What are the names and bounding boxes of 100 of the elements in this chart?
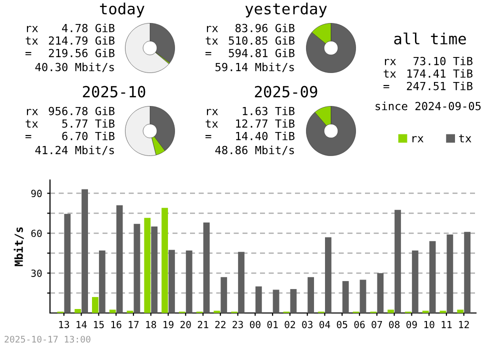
- text: rx: [206, 26, 218, 32]
- bar: [151, 226, 158, 313]
- bar: [116, 205, 123, 313]
- bar: [412, 250, 418, 313]
- text: rx: [26, 108, 38, 116]
- x-tick-label: 06: [354, 320, 365, 328]
- text: rx: [26, 26, 38, 32]
- y-tick-label: 30: [31, 270, 42, 277]
- bar: [325, 237, 332, 313]
- x-tick-label: 07: [372, 320, 382, 328]
- text: 6.70 TiB: [62, 132, 114, 140]
- text: 73.10 TiB: [414, 56, 472, 66]
- x-tick-label: 09: [406, 320, 417, 328]
- bar: [109, 310, 116, 313]
- text: 219.56 GiB: [48, 48, 114, 58]
- x-tick-label: 14: [76, 320, 87, 328]
- text: =: [205, 135, 212, 138]
- text: 41.24 Mbit/s: [35, 146, 114, 156]
- x-tick-label: 04: [320, 320, 330, 328]
- text: 214.79 GiB: [48, 36, 114, 45]
- bar: [162, 208, 168, 313]
- text: tx: [384, 70, 396, 78]
- text: 174.41 TiB: [407, 69, 472, 78]
- x-tick-label: 05: [336, 320, 348, 328]
- x-tick-label: 03: [302, 320, 312, 328]
- bar: [457, 310, 464, 313]
- bar: [394, 210, 401, 313]
- chart-title: today: [100, 2, 144, 18]
- bar: [272, 290, 280, 313]
- bar: [308, 277, 314, 313]
- bar: [144, 218, 151, 313]
- chart-title: 2025-09: [254, 86, 318, 98]
- bar: [82, 189, 88, 313]
- text: tx: [206, 36, 218, 45]
- bar: [388, 310, 394, 313]
- text: 59.14 Mbit/s: [216, 62, 294, 72]
- bar: [74, 309, 82, 313]
- text: =: [383, 85, 390, 88]
- legend-label: tx: [459, 134, 472, 142]
- bar: [186, 250, 192, 313]
- bar: [429, 241, 436, 313]
- chart-title: yesterday: [245, 2, 327, 18]
- x-tick-label: 10: [424, 320, 434, 328]
- text: all time: [394, 32, 466, 44]
- text: 1.63 TiB: [242, 106, 294, 116]
- text: 14.40 TiB: [236, 132, 294, 140]
- text: 12.77 TiB: [236, 119, 294, 128]
- text: 2025-10-17 13:00: [4, 336, 90, 343]
- bar: [168, 250, 175, 313]
- x-tick-label: 00: [250, 320, 260, 328]
- text: tx: [206, 120, 218, 128]
- text: 247.51 TiB: [406, 82, 472, 90]
- y-tick-label: 90: [31, 190, 42, 198]
- y-axis-title: Mbit/s: [14, 227, 24, 266]
- text: 40.30 Mbit/s: [35, 62, 114, 72]
- text: 5.77 TiB: [62, 119, 114, 128]
- x-tick-label: 22: [215, 320, 226, 328]
- x-tick-label: 02: [284, 320, 295, 328]
- bar: [290, 289, 297, 313]
- text: =: [25, 52, 32, 56]
- donut-slice: [306, 106, 356, 156]
- x-tick-label: 08: [389, 320, 400, 328]
- donut-slice: [306, 23, 356, 73]
- x-tick-label: 23: [232, 320, 243, 328]
- x-tick-label: 13: [59, 320, 70, 328]
- text: 956.78 GiB: [48, 106, 114, 116]
- legend-label: rx: [412, 136, 424, 142]
- bar: [464, 232, 471, 313]
- bar: [377, 273, 384, 313]
- text: =: [205, 52, 212, 56]
- text: tx: [26, 120, 38, 128]
- x-tick-label: 19: [164, 320, 174, 328]
- bar: [98, 250, 106, 313]
- x-tick-label: 20: [180, 320, 191, 328]
- bar: [342, 281, 349, 313]
- bar: [92, 297, 98, 313]
- text: since 2024-09-05: [376, 102, 481, 110]
- x-tick-label: 16: [111, 320, 122, 328]
- x-tick-label: 18: [146, 320, 156, 328]
- text: 83.96 GiB: [236, 24, 294, 32]
- bar: [64, 214, 71, 313]
- x-tick-label: 12: [459, 320, 469, 328]
- text: tx: [26, 36, 38, 45]
- bar: [203, 222, 210, 313]
- bar: [134, 224, 140, 313]
- text: =: [25, 135, 32, 138]
- bar: [255, 286, 262, 313]
- y-tick-label: 60: [31, 230, 42, 238]
- text: 4.78 GiB: [62, 24, 114, 32]
- text: 594.81 GiB: [228, 48, 294, 58]
- bar: [238, 252, 244, 313]
- text: 48.86 Mbit/s: [215, 146, 294, 156]
- x-tick-label: 15: [94, 320, 104, 328]
- text: 510.85 GiB: [228, 36, 294, 45]
- text: rx: [206, 108, 218, 116]
- bar: [446, 234, 454, 313]
- x-tick-label: 01: [267, 320, 278, 328]
- bar: [220, 277, 228, 313]
- x-tick-label: 21: [198, 320, 208, 328]
- bar: [360, 280, 366, 313]
